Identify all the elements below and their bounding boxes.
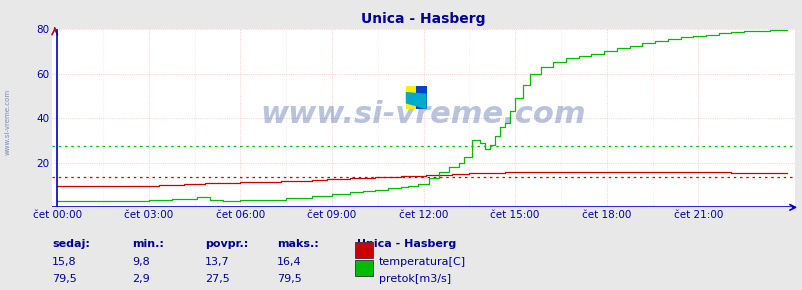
Text: 16,4: 16,4 — [277, 257, 302, 267]
Text: sedaj:: sedaj: — [52, 239, 90, 249]
Text: 9,8: 9,8 — [132, 257, 150, 267]
Text: www.si-vreme.com: www.si-vreme.com — [261, 100, 585, 129]
Bar — [405, 86, 415, 109]
Text: 13,7: 13,7 — [205, 257, 229, 267]
Polygon shape — [405, 92, 426, 109]
Text: povpr.:: povpr.: — [205, 239, 248, 249]
Text: 27,5: 27,5 — [205, 274, 229, 284]
Text: www.si-vreme.com: www.si-vreme.com — [5, 89, 11, 155]
Text: 15,8: 15,8 — [52, 257, 77, 267]
Text: Unica - Hasberg: Unica - Hasberg — [357, 239, 456, 249]
Text: 2,9: 2,9 — [132, 274, 150, 284]
Bar — [415, 86, 426, 109]
Text: maks.:: maks.: — [277, 239, 318, 249]
Text: 79,5: 79,5 — [277, 274, 302, 284]
Text: temperatura[C]: temperatura[C] — [379, 257, 465, 267]
Text: 79,5: 79,5 — [52, 274, 77, 284]
Title: Unica - Hasberg: Unica - Hasberg — [361, 12, 485, 26]
Text: min.:: min.: — [132, 239, 164, 249]
Text: pretok[m3/s]: pretok[m3/s] — [379, 274, 451, 284]
